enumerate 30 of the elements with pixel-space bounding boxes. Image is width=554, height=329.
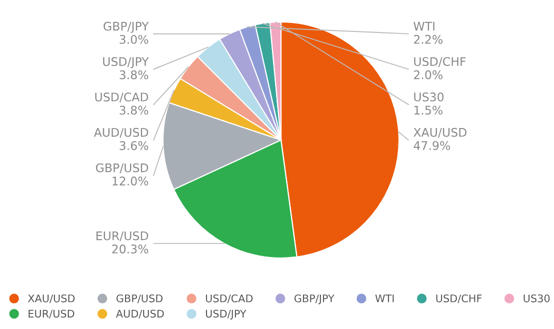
- legend-label: GBP/USD: [116, 294, 163, 304]
- data-label: 3.0%: [120, 34, 148, 44]
- data-label: 20.3%: [112, 244, 148, 254]
- slice-label: XAU/USD: [414, 128, 466, 138]
- legend-label: GBP/JPY: [294, 294, 334, 304]
- slice-label: GBP/USD: [96, 163, 148, 174]
- data-label: 3.8%: [120, 106, 148, 115]
- legend-label: US30: [524, 294, 550, 302]
- slice-label: USD/JPY: [103, 57, 149, 68]
- data-label: 3.6%: [120, 141, 148, 150]
- data-label: 47.9%: [414, 141, 450, 150]
- slice-label: WTI: [414, 22, 434, 30]
- slice-label: USD/CAD: [95, 92, 148, 102]
- legend-label: AUD/USD: [116, 310, 164, 318]
- legend-label: USD/CAD: [206, 294, 253, 304]
- slice-label: EUR/USD: [96, 231, 148, 242]
- legend-label: USD/CHF: [436, 294, 482, 304]
- slice-label: AUD/USD: [94, 128, 148, 138]
- legend-label: XAU/USD: [28, 294, 75, 304]
- slice-label: US30: [414, 92, 444, 102]
- legend-label: EUR/USD: [28, 310, 74, 318]
- data-label: 2.0%: [414, 70, 442, 80]
- data-label: 1.5%: [414, 106, 442, 115]
- data-label: 12.0%: [112, 176, 148, 186]
- legend-label: WTI: [375, 294, 394, 302]
- data-label: 3.8%: [120, 70, 148, 80]
- slice-label: GBP/JPY: [104, 22, 149, 33]
- slice-label: USD/CHF: [414, 57, 466, 67]
- legend-label: USD/JPY: [206, 310, 246, 320]
- data-label: 2.2%: [414, 34, 442, 44]
